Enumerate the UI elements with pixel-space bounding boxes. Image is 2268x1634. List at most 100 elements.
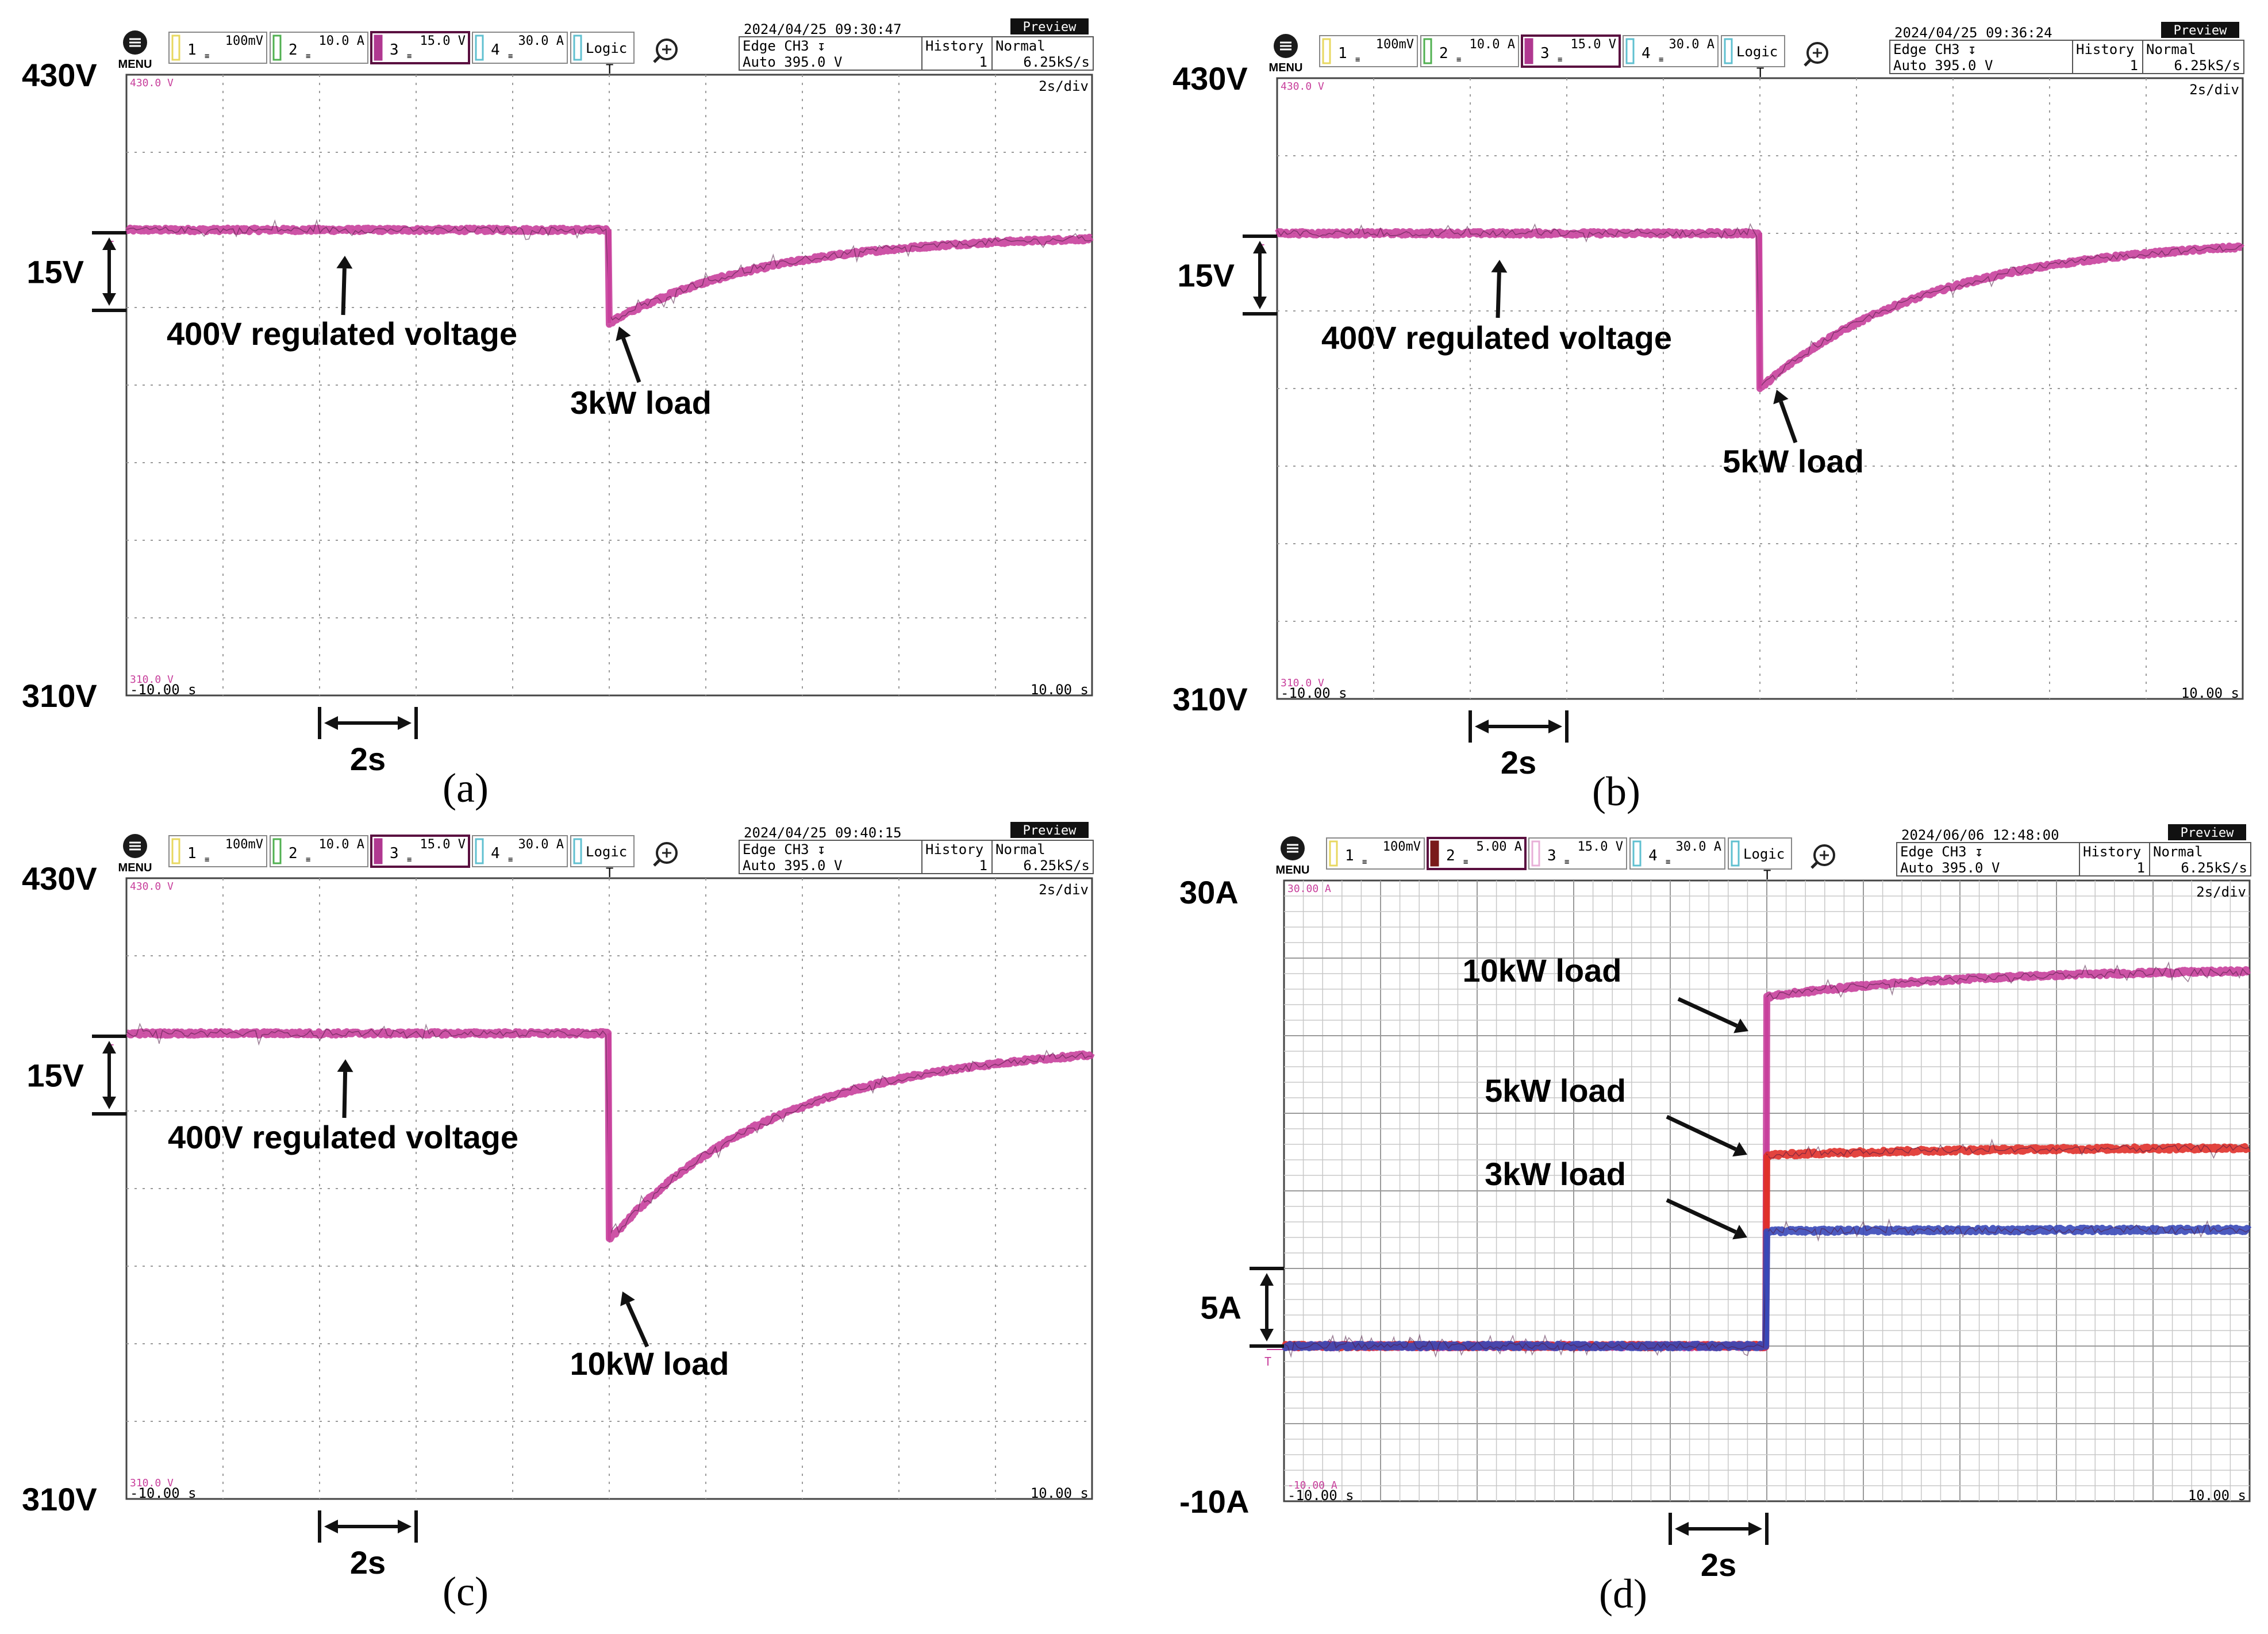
annotation-label: 5kW load xyxy=(1723,443,1864,479)
annotation-arrow-shaft xyxy=(1496,272,1501,318)
logic-swatch xyxy=(1724,38,1733,64)
annotation-arrow-shaft xyxy=(342,1071,348,1118)
history-number: 1 xyxy=(979,54,987,70)
trigger-box xyxy=(739,36,1094,71)
y-top-label: 430V xyxy=(22,860,97,897)
trigger-type: Edge CH3 ↧ xyxy=(1900,844,1983,860)
channel-number: 1 xyxy=(187,41,197,59)
preview-label: Preview xyxy=(2174,24,2227,38)
acq-mode: Normal xyxy=(2146,41,2196,57)
scale-bar-arrow xyxy=(102,293,116,306)
channel-coupling: ≡ xyxy=(508,855,513,864)
channel-coupling: ≡ xyxy=(407,52,412,61)
scale-bar-arrow xyxy=(1253,297,1267,309)
zoom-icon-handle xyxy=(1810,861,1819,869)
zoom-icon xyxy=(656,842,678,864)
channel-color-swatch xyxy=(1524,38,1533,64)
annotation-arrow-head xyxy=(620,1291,635,1306)
y-top-label: 430V xyxy=(1173,60,1248,97)
channel-scale: 30.0 A xyxy=(1669,37,1715,52)
annotation-arrow-head xyxy=(1733,1018,1748,1033)
trigger-marker: T xyxy=(606,63,613,77)
x-start-label: -10.00 s xyxy=(1287,1487,1354,1504)
annotation-arrow-head xyxy=(1732,1225,1747,1240)
menu-label: MENU xyxy=(118,862,152,874)
annotation-label: 3kW load xyxy=(570,385,712,421)
channel-box xyxy=(472,32,568,64)
scope-panel-1: MENU 1 100mV ≡ 2 10.0 A ≡ 3 15.0 V ≡ 4 30.0 A ≡ Logic… xyxy=(22,18,1094,811)
trigger-type: Edge CH3 ↧ xyxy=(1893,41,1977,57)
channel-number: 2 xyxy=(1446,847,1455,864)
channel-coupling: ≡ xyxy=(1659,55,1663,64)
annotation-label: 10kW load xyxy=(570,1345,729,1382)
y-bottom-label: -10A xyxy=(1179,1483,1249,1520)
top-scale-label: 430.0 V xyxy=(130,881,174,893)
channel-scale: 15.0 V xyxy=(420,837,466,852)
time-bar-arrow xyxy=(324,1520,338,1533)
trigger-level: Auto 395.0 V xyxy=(1900,860,2000,876)
channel-box xyxy=(168,32,267,64)
acq-mode: Normal xyxy=(2153,844,2203,860)
channel-color-swatch xyxy=(475,838,484,864)
logic-label: Logic xyxy=(1743,846,1785,862)
datetime: 2024/04/25 09:30:47 xyxy=(744,21,902,37)
annotation-arrow-shaft xyxy=(341,268,347,316)
x-end-label: 10.00 s xyxy=(1031,1485,1089,1501)
scale-bar-arrow xyxy=(1260,1273,1274,1286)
trigger-marker: T xyxy=(606,866,613,881)
scale-bar-arrow xyxy=(102,1041,116,1054)
scale-bar-label: 5A xyxy=(1200,1290,1241,1326)
top-scale-label: 430.0 V xyxy=(130,77,174,89)
channel-number: 2 xyxy=(289,41,298,59)
annotation-label: 400V regulated voltage xyxy=(167,316,517,352)
top-scale-label: 430.0 V xyxy=(1281,80,1324,93)
bottom-scale-label: 310.0 V xyxy=(130,674,174,686)
channel-number: 1 xyxy=(1338,45,1347,62)
preview-label: Preview xyxy=(1023,824,1077,838)
channel-box xyxy=(370,31,470,64)
trace-1 xyxy=(124,224,1094,328)
channel-number: 2 xyxy=(1439,45,1448,62)
channel-coupling: ≡ xyxy=(1355,55,1360,64)
zoom-icon-handle xyxy=(653,859,661,867)
channel-coupling: ≡ xyxy=(306,855,310,864)
channel-number: 1 xyxy=(1345,847,1354,864)
scale-bar-label: 15V xyxy=(1177,257,1235,294)
scale-bar-arrow xyxy=(102,1097,116,1109)
time-bar-label: 2s xyxy=(1701,1547,1736,1583)
annotation-label: 10kW load xyxy=(1463,952,1622,989)
menu-label: MENU xyxy=(1276,864,1310,876)
annotation-arrow-shaft xyxy=(621,337,641,383)
sample-rate: 6.25kS/s xyxy=(1023,858,1090,874)
channel-color-swatch xyxy=(1531,840,1540,867)
acq-mode: Normal xyxy=(995,38,1045,54)
trigger-box xyxy=(1896,842,2251,876)
channel-number: 3 xyxy=(390,845,399,862)
y-bottom-label: 310V xyxy=(22,1481,97,1517)
channel-box xyxy=(1623,35,1719,67)
channel-scale: 30.0 A xyxy=(1676,840,1721,854)
level-marker: T xyxy=(1264,1355,1271,1368)
time-bar-label: 2s xyxy=(350,741,386,777)
time-bar-arrow xyxy=(398,1520,412,1533)
channel-box xyxy=(168,835,267,867)
history-number: 1 xyxy=(979,858,987,874)
annotation-arrow-head xyxy=(1491,260,1508,273)
x-end-label: 10.00 s xyxy=(2188,1487,2246,1504)
history-label: History xyxy=(2076,41,2134,57)
annotation-arrow-head xyxy=(337,1059,353,1072)
annotation-arrow-shaft xyxy=(1677,997,1738,1028)
channel-coupling: ≡ xyxy=(1558,55,1562,64)
sample-rate: 6.25kS/s xyxy=(2174,57,2240,74)
preview-label: Preview xyxy=(1023,20,1077,34)
channel-box xyxy=(1420,35,1519,67)
annotation-arrow-shaft xyxy=(1779,401,1798,444)
annotation-arrow-shaft xyxy=(1666,1114,1737,1151)
channel-scale: 15.0 V xyxy=(1578,840,1623,854)
trace-1 xyxy=(1275,228,2245,393)
time-bar-label: 2s xyxy=(1501,744,1536,781)
scope-panel-2: MENU 1 100mV ≡ 2 10.0 A ≡ 3 15.0 V ≡ 4 30.0 A ≡ Logic… xyxy=(1173,22,2245,814)
annotation-arrow-shaft xyxy=(1666,1198,1737,1234)
channel-number: 4 xyxy=(491,845,500,862)
timebase-label: 2s/div xyxy=(2189,82,2239,98)
